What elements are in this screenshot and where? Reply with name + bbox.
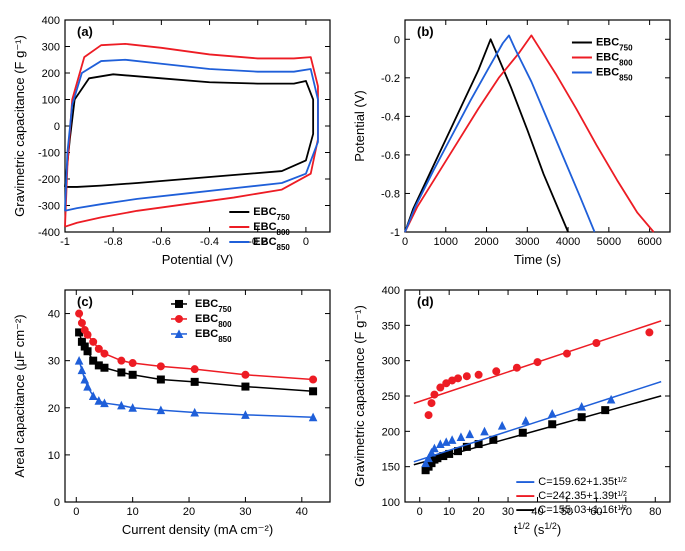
svg-text:400: 400 (42, 15, 60, 27)
svg-text:0: 0 (54, 121, 60, 133)
svg-text:EBC850: EBC850 (596, 66, 633, 82)
svg-text:0: 0 (73, 506, 79, 518)
svg-text:4000: 4000 (556, 236, 580, 248)
svg-text:-0.6: -0.6 (152, 236, 171, 248)
svg-text:5000: 5000 (597, 236, 621, 248)
panel-label: (d) (417, 294, 434, 309)
svg-text:-1: -1 (390, 227, 400, 239)
svg-text:EBC800: EBC800 (195, 313, 232, 329)
svg-text:40: 40 (48, 309, 60, 321)
svg-text:200: 200 (42, 68, 60, 80)
svg-text:0: 0 (54, 497, 60, 509)
svg-text:10: 10 (443, 506, 455, 518)
svg-text:EBC750: EBC750 (596, 36, 633, 52)
svg-text:-0.6: -0.6 (381, 150, 400, 162)
svg-text:400: 400 (382, 285, 400, 297)
svg-text:30: 30 (48, 356, 60, 368)
svg-text:300: 300 (42, 42, 60, 54)
svg-text:EBC850: EBC850 (253, 236, 290, 252)
svg-text:6000: 6000 (637, 236, 661, 248)
svg-text:2000: 2000 (474, 236, 498, 248)
svg-text:-0.8: -0.8 (104, 236, 123, 248)
svg-text:100: 100 (42, 95, 60, 107)
svg-text:200: 200 (382, 426, 400, 438)
panel-a: -1-0.8-0.6-0.4-0.20-400-300-200-10001002… (10, 10, 340, 270)
svg-text:30: 30 (239, 506, 251, 518)
svg-text:-0.4: -0.4 (381, 111, 400, 123)
svg-text:0: 0 (402, 236, 408, 248)
svg-text:40: 40 (296, 506, 308, 518)
svg-text:3000: 3000 (515, 236, 539, 248)
svg-text:300: 300 (382, 356, 400, 368)
svg-text:-0.2: -0.2 (381, 73, 400, 85)
panel-label: (c) (77, 294, 93, 309)
svg-text:EBC750: EBC750 (253, 206, 290, 222)
panel-c: 0 10 20 30 40 0 10 20 30 40 Current density (mA cm… (10, 280, 340, 540)
y-axis-label: Gravimetric capacitance (F g⁻¹) (352, 305, 367, 487)
svg-text:0: 0 (303, 236, 309, 248)
svg-text:EBC750: EBC750 (195, 298, 232, 314)
svg-text:-1: -1 (60, 236, 70, 248)
panel-label: (a) (77, 24, 93, 39)
svg-text:20: 20 (48, 403, 60, 415)
x-axis-label: Time (s) (514, 252, 561, 267)
x-axis-label: t1/2 (s1/2) (514, 521, 561, 537)
svg-text:-0.4: -0.4 (200, 236, 219, 248)
panel-d: 01020304050607080100150200250300350400Gr… (350, 280, 680, 540)
svg-text:EBC800: EBC800 (253, 221, 290, 237)
svg-text:-400: -400 (38, 227, 60, 239)
svg-text:EBC800: EBC800 (596, 51, 633, 67)
svg-text:350: 350 (382, 320, 400, 332)
svg-text:1000: 1000 (434, 236, 458, 248)
svg-text:-100: -100 (38, 148, 60, 160)
svg-text:C=155.03+1.16t1/2: C=155.03+1.16t1/2 (538, 504, 627, 516)
svg-text:0: 0 (394, 34, 400, 46)
panel-b: 0 1000 2000 3000 4000 5000 6000 -1 -0.8 -0.6 -0.4 -… (350, 10, 680, 270)
svg-text:250: 250 (382, 391, 400, 403)
svg-text:20: 20 (472, 506, 484, 518)
svg-text:10: 10 (48, 450, 60, 462)
svg-text:-300: -300 (38, 201, 60, 213)
x-axis-label: Current density (mA cm⁻²) (122, 522, 273, 537)
y-axis-label: Potential (V) (352, 90, 367, 162)
x-axis-label: Potential (V) (162, 252, 234, 267)
svg-text:30: 30 (502, 506, 514, 518)
svg-text:10: 10 (127, 506, 139, 518)
svg-text:C=242.35+1.39t1/2: C=242.35+1.39t1/2 (538, 490, 627, 502)
y-axis-label: Areal capacitance (μF cm⁻²) (12, 314, 27, 477)
svg-text:150: 150 (382, 462, 400, 474)
panel-label: (b) (417, 24, 434, 39)
svg-text:80: 80 (649, 506, 661, 518)
svg-text:0: 0 (417, 506, 423, 518)
svg-text:100: 100 (382, 497, 400, 509)
svg-text:-0.8: -0.8 (381, 188, 400, 200)
svg-text:C=159.62+1.35t1/2: C=159.62+1.35t1/2 (538, 476, 627, 488)
figure-grid: -1-0.8-0.6-0.4-0.20-400-300-200-10001002… (10, 10, 675, 540)
svg-text:20: 20 (183, 506, 195, 518)
svg-text:-200: -200 (38, 174, 60, 186)
y-axis-label: Gravimetric capacitance (F g⁻¹) (12, 35, 27, 217)
svg-text:EBC850: EBC850 (195, 328, 232, 344)
